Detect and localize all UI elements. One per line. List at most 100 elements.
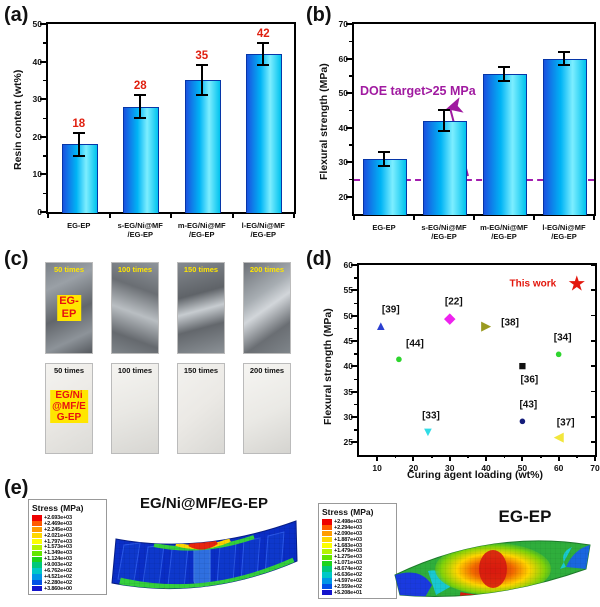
scatter-marker-star: ★: [567, 272, 587, 296]
scatter-marker-triangle-up: ▲: [374, 317, 388, 333]
photo-caption: 100 times: [117, 366, 153, 375]
legend-swatch: [322, 519, 332, 525]
x-tick-mark: [412, 455, 415, 461]
stress-legend-left: Stress (MPa) +2.693e+03 +2.469e+03 +2.245e…: [28, 499, 107, 595]
legend-swatch: [322, 548, 332, 555]
y-minor-tick: [43, 42, 46, 44]
panel-letter-b: (b): [306, 4, 332, 26]
y-minor-tick: [43, 117, 46, 119]
bar: [543, 58, 587, 215]
stress-legend-right-rows: +2.498e+03 +2.294e+03 +2.090e+03 +1.887e+03…: [322, 519, 394, 596]
legend-value: +8.674e+02: [334, 566, 362, 573]
photo-caption: 150 times: [183, 265, 219, 274]
error-bar: [139, 95, 142, 118]
panel-e: (e) Stress (MPa) +2.693e+03 +2.469e+03 +2.…: [0, 475, 600, 607]
y-minor-tick: [349, 109, 352, 112]
category-label-line: /EG-EP: [491, 232, 517, 241]
legend-row: +1.275e+03: [322, 554, 394, 560]
y-right-tick: [591, 340, 595, 342]
axis-label-resin-content: Resin content (wt%): [12, 69, 24, 170]
legend-swatch: [32, 585, 42, 592]
category-label: l-EG/Ni@MF/EG-EP: [534, 223, 594, 241]
y-tick-mark: [40, 98, 46, 101]
y-tick-mark: [40, 211, 46, 213]
panel-letter-e: (e): [4, 477, 29, 499]
scatter-chart-literature-comparison: 25 30 35 40 45 50 55 60 10 20 30 40 50 60 70 ▲ [39] ● [44]…: [344, 260, 600, 473]
panel-c: (c) 50 times EG-EP 100 times 150 times 200 t…: [0, 245, 300, 480]
legend-swatch: [32, 574, 42, 580]
legend-row: +1.573e+03: [32, 544, 104, 550]
x-tick-label: 50: [517, 463, 528, 473]
x-tick-label: 40: [481, 463, 491, 473]
legend-row: +2.559e+02: [322, 584, 394, 590]
legend-row: +9.003e+02: [32, 562, 104, 568]
scatter-marker-diamond: ◆: [443, 310, 456, 328]
error-bar: [200, 65, 203, 96]
bar: [123, 106, 160, 213]
legend-row: +2.469e+03: [32, 521, 104, 527]
category-label-line: /EG-EP: [189, 230, 215, 239]
y-tick-label: 60: [338, 53, 348, 64]
legend-swatch: [322, 554, 332, 560]
error-bar: [262, 42, 265, 66]
bar-value-label: 42: [256, 27, 270, 40]
x-tick-mark: [533, 214, 535, 220]
legend-swatch: [32, 532, 42, 539]
photo-caption: 150 times: [183, 366, 219, 375]
legend-row: +1.887e+03: [322, 537, 394, 543]
error-bar-cap: [378, 150, 390, 153]
scatter-marker-square: ■: [518, 358, 527, 374]
y-tick-mark: [351, 340, 357, 342]
y-tick-label: 50: [32, 19, 42, 29]
legend-value: +2.245e+03: [44, 526, 72, 533]
point-label: [43]: [519, 399, 538, 411]
doe-annotation: DOE target>25 MPa: [360, 84, 476, 98]
point-label: [36]: [520, 374, 539, 386]
legend-swatch: [322, 584, 332, 590]
legend-row: +4.597e+02: [322, 578, 394, 584]
x-tick-mark: [376, 455, 379, 461]
panel-letter-a: (a): [4, 4, 29, 26]
x-tick-mark: [521, 455, 524, 461]
y-tick-mark: [346, 161, 352, 164]
legend-swatch: [322, 560, 332, 566]
y-tick-label: 30: [343, 412, 353, 422]
legend-value: +2.559e+02: [334, 583, 362, 590]
legend-row: +2.498e+03: [322, 519, 394, 525]
y-tick-label: 40: [32, 56, 42, 67]
sample-label: EG-EP: [57, 295, 81, 321]
y-minor-tick: [354, 302, 357, 304]
legend-value: +2.294e+03: [334, 524, 362, 531]
category-label-line: s-EG/Ni@MF: [421, 223, 467, 232]
x-tick-mark: [413, 214, 415, 220]
legend-value: +1.071e+03: [334, 560, 362, 567]
stress-legend-left-title: Stress (MPa): [32, 503, 84, 513]
y-tick-mark: [351, 264, 357, 266]
y-minor-tick: [349, 178, 352, 181]
legend-swatch: [32, 521, 42, 527]
category-label-line: l-EG/Ni@MF: [241, 221, 285, 230]
scatter-marker-triangle-right: ▶: [481, 317, 492, 333]
y-tick-label: 40: [338, 122, 348, 133]
y-tick-label: 35: [343, 386, 353, 397]
photo-caption: 50 times: [53, 366, 85, 375]
sample-photo: 150 times: [177, 363, 225, 454]
legend-swatch: [32, 562, 42, 568]
bar-value-label: 18: [72, 118, 86, 131]
category-label-line: s-EG/Ni@MF: [117, 221, 163, 230]
category-label-line: /EG-EP: [551, 232, 577, 241]
bar-chart-flexural-strength: DOE target>25 MPa 20 30 40 50 60 70 EG-EP s-EG/…: [339, 19, 596, 241]
legend-swatch: [32, 515, 42, 521]
photo-caption: 50 times: [53, 265, 85, 274]
panel-d: (d) Flexural strength (MPa) 25 30 35 40 45 50…: [300, 245, 600, 481]
error-bar-cap: [134, 117, 147, 119]
error-bar-cap: [72, 154, 85, 157]
category-label-line: /EG-EP: [431, 232, 457, 241]
y-tick-mark: [351, 314, 357, 317]
point-label: [33]: [422, 410, 440, 422]
legend-swatch: [32, 538, 42, 545]
error-bar: [443, 110, 445, 132]
legend-value: +1.124e+03: [44, 556, 72, 563]
y-tick-mark: [40, 135, 46, 138]
legend-row: +2.245e+03: [32, 527, 104, 533]
